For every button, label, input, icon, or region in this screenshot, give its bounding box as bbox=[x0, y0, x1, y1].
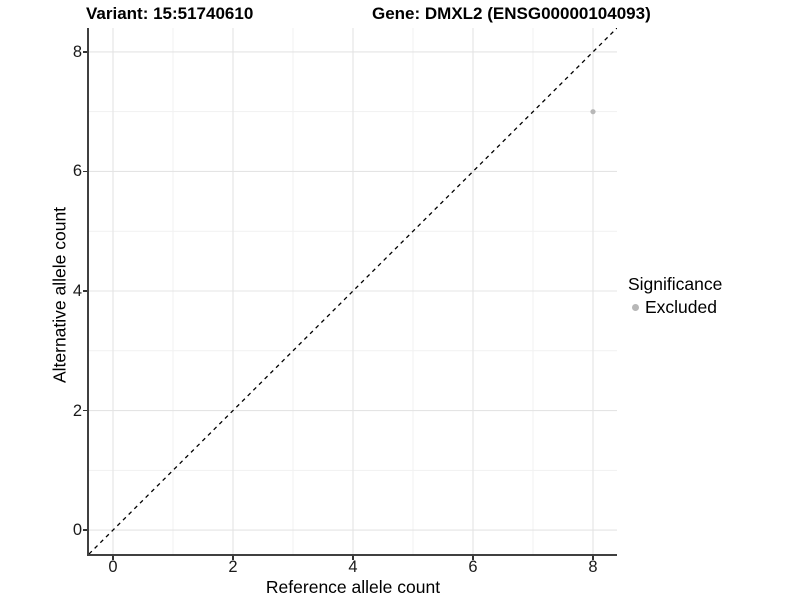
x-tick-mark bbox=[232, 556, 234, 560]
legend-item: Excluded bbox=[628, 297, 722, 318]
legend-point-icon bbox=[632, 304, 639, 311]
x-tick-label: 2 bbox=[228, 558, 238, 576]
legend-title: Significance bbox=[628, 274, 723, 294]
y-axis-title: Alternative allele count bbox=[49, 206, 70, 384]
plot-area bbox=[88, 27, 618, 555]
x-tick-mark bbox=[112, 556, 114, 560]
legend-item-label: Excluded bbox=[645, 297, 717, 317]
x-tick-label: 4 bbox=[348, 558, 358, 576]
x-tick-label: 8 bbox=[588, 558, 598, 576]
y-tick-label: 6 bbox=[72, 162, 82, 181]
legend: Significance Excluded bbox=[628, 274, 722, 318]
y-tick-label: 2 bbox=[72, 401, 82, 420]
y-tick-mark bbox=[83, 170, 87, 173]
x-tick-mark bbox=[352, 556, 354, 560]
x-tick-mark bbox=[472, 556, 474, 560]
x-tick-label: 0 bbox=[108, 558, 118, 576]
x-tick-mark bbox=[592, 556, 594, 560]
y-tick-label: 0 bbox=[72, 520, 82, 539]
y-axis-line bbox=[87, 28, 89, 556]
x-tick-label: 6 bbox=[468, 558, 478, 576]
y-tick-mark bbox=[83, 51, 87, 53]
x-axis-line bbox=[87, 554, 617, 556]
legend-items: Excluded bbox=[628, 297, 722, 318]
y-tick-mark bbox=[83, 529, 87, 531]
variant-title: Variant: 15:51740610 bbox=[86, 4, 254, 23]
y-tick-label: 8 bbox=[72, 42, 82, 61]
y-tick-mark bbox=[83, 290, 87, 292]
x-axis-title: Reference allele count bbox=[265, 577, 441, 597]
plot-panel bbox=[88, 27, 618, 555]
y-tick-label: 4 bbox=[72, 281, 82, 300]
data-point bbox=[590, 109, 596, 115]
gene-title: Gene: DMXL2 (ENSG00000104093) bbox=[372, 4, 651, 23]
y-tick-mark bbox=[83, 409, 87, 412]
